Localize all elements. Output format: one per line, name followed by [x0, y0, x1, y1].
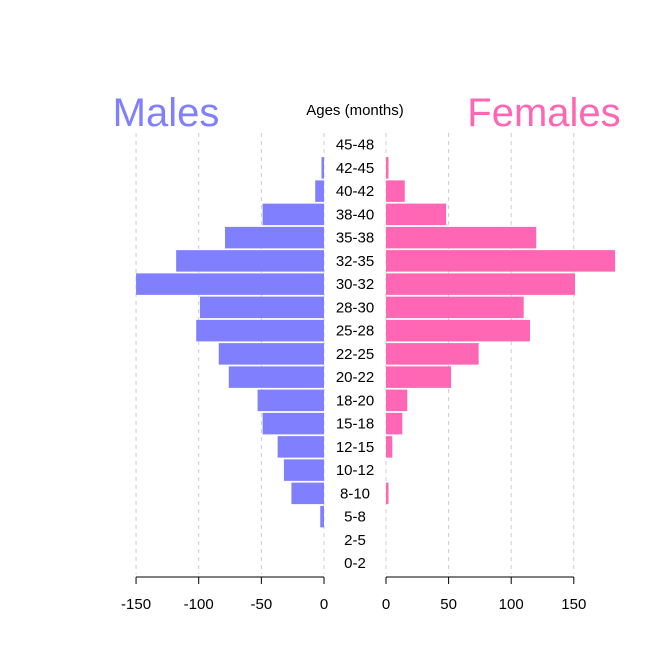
male-bar-5-8 [320, 505, 324, 528]
age-label-35-38: 35-38 [336, 230, 374, 247]
female-bar-42-45 [386, 157, 389, 179]
female-bar-32-35 [386, 250, 616, 272]
male-bar-12-15 [277, 436, 324, 458]
age-label-10-12: 10-12 [336, 462, 374, 479]
female-bar-12-15 [386, 436, 393, 458]
male-bar-15-18 [262, 412, 324, 435]
male-bar-22-25 [218, 343, 324, 365]
female-bar-30-32 [386, 273, 576, 295]
chart-title: Ages (months) [306, 102, 404, 119]
female-bar-40-42 [386, 180, 405, 202]
age-label-25-28: 25-28 [336, 323, 374, 340]
males-legend-label: Males [113, 91, 220, 135]
left-tick-label-3: 0 [320, 596, 328, 613]
male-bar-30-32 [136, 273, 324, 295]
age-label-30-32: 30-32 [336, 276, 374, 293]
age-label-45-48: 45-48 [336, 137, 374, 154]
age-label-2-5: 2-5 [344, 532, 366, 549]
right-tick-label-2: 100 [499, 596, 524, 613]
age-label-40-42: 40-42 [336, 183, 374, 200]
male-bar-42-45 [321, 157, 324, 179]
right-tick-label-0: 0 [382, 596, 390, 613]
right-tick-label-3: 150 [561, 596, 586, 613]
females-legend-label: Females [467, 91, 620, 135]
male-bar-40-42 [315, 180, 324, 202]
female-bar-15-18 [386, 412, 403, 435]
left-tick-label-2: -50 [251, 596, 273, 613]
bars [136, 157, 616, 528]
male-bar-8-10 [291, 482, 324, 505]
age-label-38-40: 38-40 [336, 206, 374, 223]
age-labels: 45-48 42-45 40-42 38-40 35-38 32-35 30-32 28-30… [336, 137, 374, 573]
male-bar-32-35 [176, 250, 324, 272]
left-tick-label-0: -150 [121, 596, 151, 613]
male-bar-18-20 [257, 389, 324, 412]
age-label-20-22: 20-22 [336, 369, 374, 386]
age-label-15-18: 15-18 [336, 416, 374, 433]
age-label-42-45: 42-45 [336, 160, 374, 177]
right-tick-label-1: 50 [440, 596, 457, 613]
female-bar-38-40 [386, 203, 447, 226]
age-label-0-2: 0-2 [344, 555, 366, 572]
male-bar-35-38 [225, 226, 324, 249]
female-bar-18-20 [386, 389, 408, 412]
age-label-5-8: 5-8 [344, 509, 366, 526]
male-bar-28-30 [199, 296, 324, 319]
axes: -150 -100 -50 0 0 50 100 150 [121, 576, 586, 613]
left-tick-label-1: -100 [184, 596, 214, 613]
female-bar-20-22 [386, 366, 452, 388]
age-label-12-15: 12-15 [336, 439, 374, 456]
female-bar-25-28 [386, 319, 530, 342]
male-bar-38-40 [262, 203, 324, 226]
age-label-22-25: 22-25 [336, 346, 374, 363]
age-label-18-20: 18-20 [336, 392, 374, 409]
female-bar-22-25 [386, 343, 479, 365]
female-bar-8-10 [386, 482, 389, 505]
age-label-8-10: 8-10 [340, 485, 370, 502]
age-label-32-35: 32-35 [336, 253, 374, 270]
female-bar-28-30 [386, 296, 524, 319]
male-bar-10-12 [283, 459, 324, 481]
male-bar-20-22 [228, 366, 324, 388]
male-bar-25-28 [196, 319, 324, 342]
female-bar-35-38 [386, 226, 537, 249]
age-label-28-30: 28-30 [336, 299, 374, 316]
